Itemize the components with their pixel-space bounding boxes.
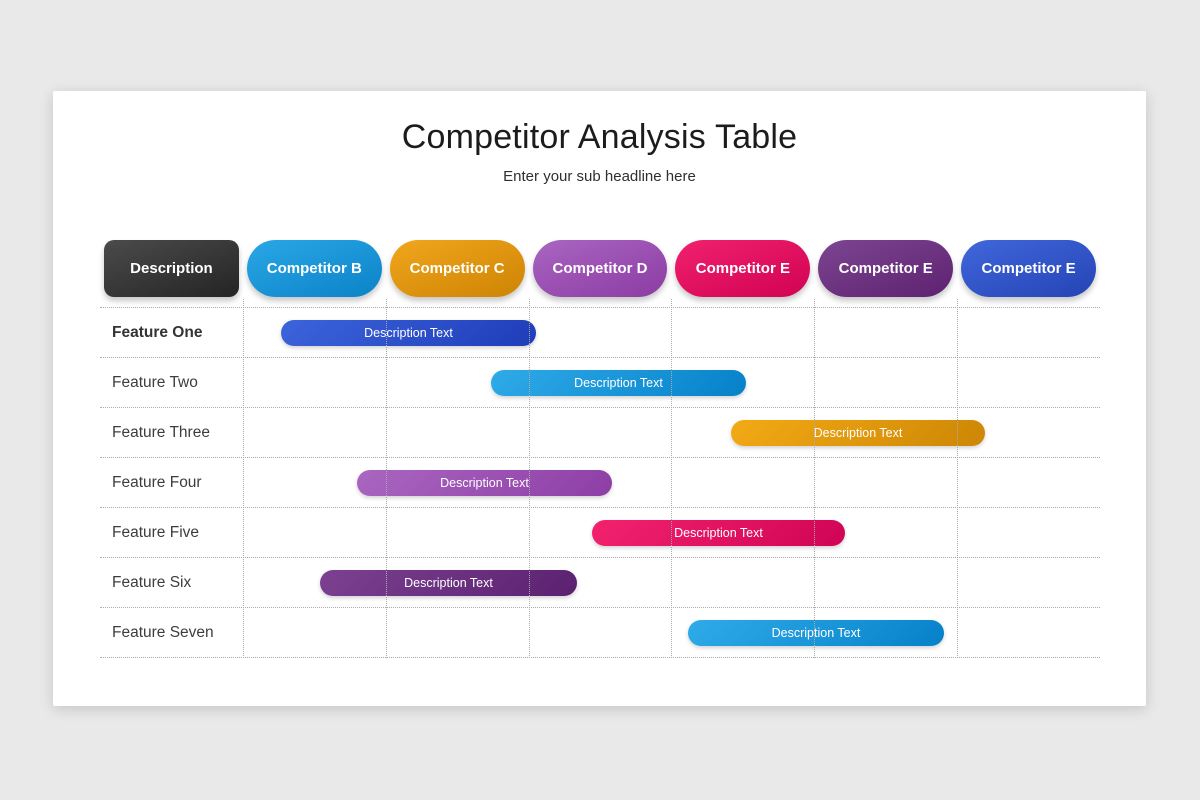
table-row: Feature Three Description Text xyxy=(100,408,1100,458)
slide-card: Competitor Analysis Table Enter your sub… xyxy=(53,91,1146,706)
grid-vline xyxy=(242,299,244,658)
header-cell: Competitor D xyxy=(529,240,672,297)
column-header-competitor-b: Competitor B xyxy=(246,240,382,297)
column-header-competitor-e-blue: Competitor E xyxy=(961,240,1097,297)
column-header-label: Competitor D xyxy=(552,260,648,277)
column-header-label: Competitor C xyxy=(409,260,505,277)
table-row: Feature Six Description Text xyxy=(100,558,1100,608)
table-row: Feature Five Description Text xyxy=(100,508,1100,558)
description-bar: Description Text xyxy=(357,470,612,496)
description-bar-label: Description Text xyxy=(813,426,903,440)
description-bar-label: Description Text xyxy=(404,576,493,590)
description-bar-label: Description Text xyxy=(440,476,529,490)
feature-label: Feature Seven xyxy=(112,624,214,641)
feature-label: Feature One xyxy=(112,324,203,341)
feature-table: Feature One Description Text Feature Two De… xyxy=(100,299,1100,658)
table-row: Feature Seven Description Text xyxy=(100,608,1100,658)
grid-vline xyxy=(671,299,673,658)
description-bar: Description Text xyxy=(592,520,845,546)
description-bar-label: Description Text xyxy=(771,626,861,640)
description-bar: Description Text xyxy=(731,420,985,446)
feature-label: Feature Six xyxy=(112,574,192,591)
column-header-competitor-e-purple: Competitor E xyxy=(818,240,954,297)
feature-label: Feature Five xyxy=(112,524,200,541)
description-bar: Description Text xyxy=(491,370,746,396)
grid-vline xyxy=(814,299,816,658)
column-header-competitor-c: Competitor C xyxy=(389,240,525,297)
header-cell: Competitor E xyxy=(957,240,1100,297)
table-row: Feature Two Description Text xyxy=(100,358,1100,408)
column-header-label: Description xyxy=(130,260,213,277)
table-row: Feature One Description Text xyxy=(100,308,1100,358)
column-header-competitor-d: Competitor D xyxy=(532,240,668,297)
description-bar-label: Description Text xyxy=(574,376,663,390)
grid-vline xyxy=(528,299,530,658)
column-header-label: Competitor E xyxy=(981,260,1076,277)
column-header-label: Competitor E xyxy=(695,260,790,277)
grid-vline xyxy=(957,299,959,658)
page-subtitle: Enter your sub headline here xyxy=(503,168,696,185)
header-cell: Competitor B xyxy=(243,240,386,297)
table-row: Feature Four Description Text xyxy=(100,458,1100,508)
column-header-label: Competitor E xyxy=(838,260,933,277)
feature-label: Feature Four xyxy=(112,474,202,491)
header-cell: Description xyxy=(100,240,243,297)
grid-vline xyxy=(385,299,387,658)
feature-label: Feature Two xyxy=(112,374,198,391)
column-header-competitor-e-pink: Competitor E xyxy=(675,240,811,297)
header-cell: Competitor E xyxy=(814,240,957,297)
column-header-row: Description Competitor B Competitor C Compe… xyxy=(100,240,1100,297)
description-bar: Description Text xyxy=(320,570,577,596)
description-bar-label: Description Text xyxy=(674,526,763,540)
description-bar: Description Text xyxy=(688,620,944,646)
header-cell: Competitor E xyxy=(671,240,814,297)
header-cell: Competitor C xyxy=(386,240,529,297)
description-bar: Description Text xyxy=(281,320,536,346)
column-header-description: Description xyxy=(104,240,239,297)
page-title: Competitor Analysis Table xyxy=(401,118,798,156)
feature-label: Feature Three xyxy=(112,424,210,441)
description-bar-label: Description Text xyxy=(364,326,453,340)
column-header-label: Competitor B xyxy=(266,260,362,277)
